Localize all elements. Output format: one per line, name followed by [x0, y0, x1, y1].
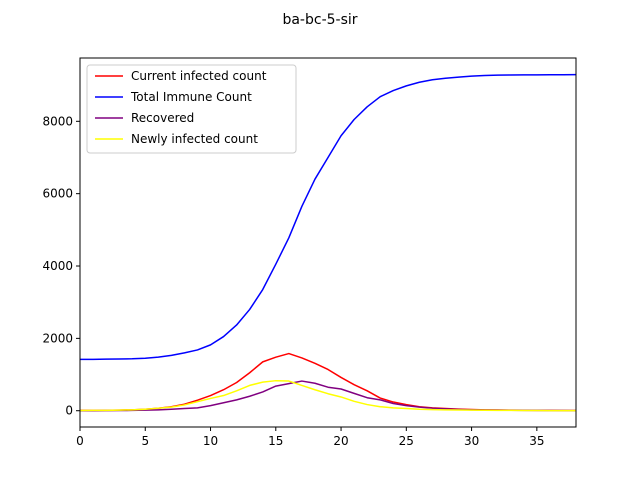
legend: Current infected count Total Immune Count… [86, 64, 297, 154]
plot-lines [79, 73, 577, 412]
x-axis: 0 5 10 15 20 25 30 35 [76, 427, 544, 448]
x-tick-label: 0 [76, 434, 84, 448]
x-tick-label: 5 [141, 434, 149, 448]
y-tick-label: 8000 [42, 114, 73, 128]
x-tick-label: 30 [464, 434, 479, 448]
series-line-3 [79, 379, 577, 412]
legend-label-1: Total Immune Count [130, 90, 252, 104]
x-tick-label: 10 [203, 434, 218, 448]
plot-frame [79, 57, 577, 428]
x-tick-label: 25 [399, 434, 414, 448]
series-line-2 [80, 380, 577, 412]
y-tick-label: 6000 [42, 187, 73, 201]
x-tick-label: 20 [333, 434, 348, 448]
y-tick-label: 4000 [42, 259, 73, 273]
legend-label-3: Newly infected count [131, 132, 258, 146]
chart-title: ba-bc-5-sir [282, 12, 357, 28]
x-tick-label: 15 [268, 434, 283, 448]
x-tick-label: 35 [529, 434, 544, 448]
legend-label-2: Recovered [131, 111, 194, 125]
series-line-1 [80, 73, 577, 361]
legend-frame [86, 64, 297, 154]
y-tick-label: 0 [65, 404, 73, 418]
legend-label-0: Current infected count [131, 69, 267, 83]
y-axis: 0 2000 4000 6000 8000 [42, 114, 80, 418]
series-line-0 [80, 352, 577, 412]
y-tick-label: 2000 [42, 331, 73, 345]
